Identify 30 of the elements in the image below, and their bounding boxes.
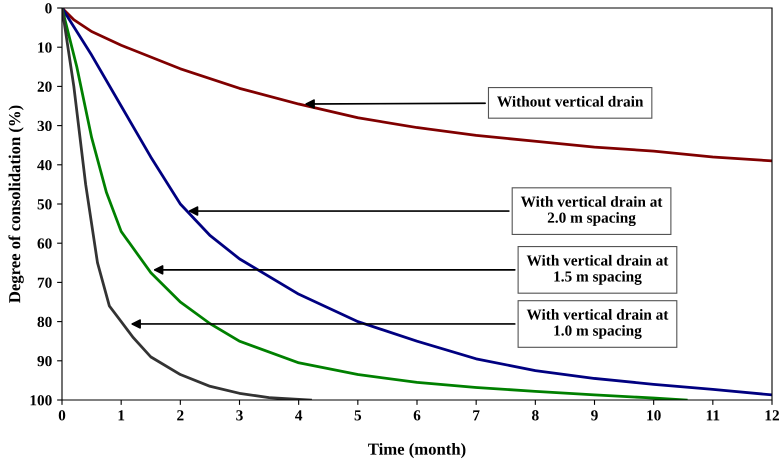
x-tick-label: 7 bbox=[473, 410, 480, 420]
y-tick-label: 70 bbox=[38, 278, 52, 288]
annotation: With vertical drain at 2.0 m spacing bbox=[520, 196, 662, 226]
x-tick-label: 6 bbox=[414, 410, 420, 420]
x-axis-title: Time (month) bbox=[368, 443, 466, 458]
x-tick-label: 11 bbox=[706, 410, 720, 420]
y-tick-label: 40 bbox=[37, 160, 52, 170]
x-tick-label: 9 bbox=[591, 410, 598, 420]
annotation: With vertical drain at 1.5 m spacing bbox=[526, 254, 668, 285]
y-axis-title: Degree of consolidation (%) bbox=[8, 106, 24, 303]
x-tick-label: 2 bbox=[177, 410, 184, 420]
x-tick-label: 3 bbox=[236, 410, 243, 420]
annotation: With vertical drain at 1.0 m spacing bbox=[526, 308, 668, 339]
x-tick-label: 4 bbox=[295, 410, 302, 420]
annotation: Without vertical drain bbox=[497, 96, 644, 107]
y-tick-label: 0 bbox=[45, 3, 52, 14]
x-tick-label: 0 bbox=[58, 410, 66, 420]
y-tick-label: 60 bbox=[38, 238, 52, 249]
y-tick-label: 100 bbox=[30, 395, 52, 406]
y-tick-label: 90 bbox=[37, 356, 52, 366]
x-tick-label: 10 bbox=[647, 410, 661, 420]
y-tick-label: 50 bbox=[38, 199, 52, 210]
x-tick-label: 1 bbox=[118, 410, 124, 420]
y-tick-label: 20 bbox=[38, 82, 52, 92]
x-tick-label: 12 bbox=[766, 410, 779, 420]
y-tick-label: 80 bbox=[38, 316, 52, 328]
x-tick-label: 5 bbox=[354, 410, 362, 420]
y-tick-label: 10 bbox=[38, 42, 52, 53]
y-tick-label: 30 bbox=[38, 120, 52, 132]
x-tick-label: 8 bbox=[532, 410, 539, 420]
